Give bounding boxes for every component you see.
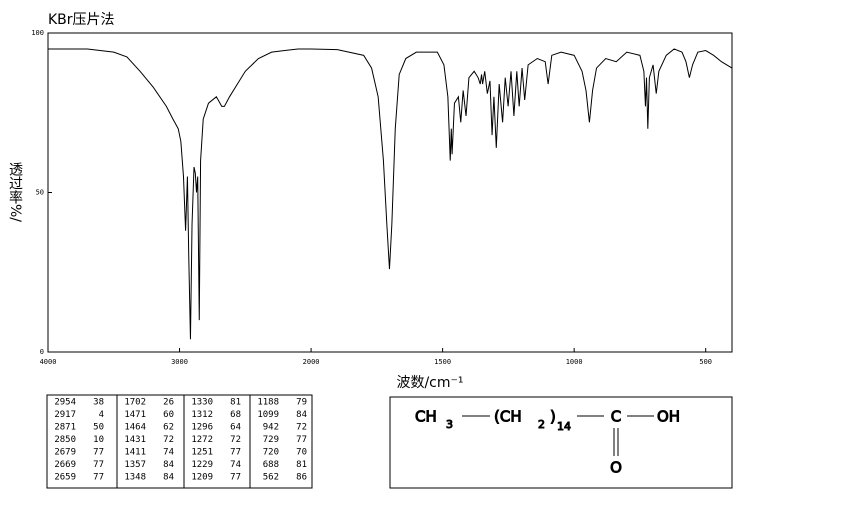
- table-wavenumber: 1431: [124, 435, 146, 445]
- spectrum-line: [48, 48, 733, 340]
- x-tick-label: 500: [699, 358, 712, 366]
- table-wavenumber: 2850: [54, 435, 76, 445]
- structure-text: (CH: [494, 408, 522, 426]
- x-tick-label: 2000: [303, 358, 320, 366]
- table-wavenumber: 1251: [191, 448, 213, 458]
- table-transmittance: 74: [163, 448, 174, 458]
- table-transmittance: 72: [163, 435, 174, 445]
- plot-frame: [47, 32, 733, 353]
- structure: CH 3 (CH 2 ) 14 C OH O: [415, 407, 681, 477]
- table-transmittance: 77: [93, 448, 104, 458]
- structure-text: 2: [538, 418, 545, 431]
- table-transmittance: 84: [163, 473, 174, 483]
- table-transmittance: 50: [93, 423, 104, 433]
- x-tick-label: 3000: [171, 358, 188, 366]
- table-transmittance: 60: [163, 410, 174, 420]
- table-wavenumber: 2871: [54, 423, 76, 433]
- table-wavenumber: 2954: [54, 398, 76, 408]
- table-wavenumber: 1411: [124, 448, 146, 458]
- table-wavenumber: 1272: [191, 435, 213, 445]
- structure-text: OH: [657, 408, 680, 426]
- structure-text: C: [611, 408, 621, 426]
- table-transmittance: 64: [230, 423, 241, 433]
- table-transmittance: 77: [93, 473, 104, 483]
- table-transmittance: 86: [296, 473, 307, 483]
- x-tick-label: 4000: [40, 358, 57, 366]
- table-wavenumber: 562: [263, 473, 279, 483]
- table-transmittance: 77: [296, 435, 307, 445]
- table-transmittance: 84: [296, 410, 307, 420]
- table-transmittance: 77: [230, 473, 241, 483]
- y-tick-label: 0: [40, 348, 44, 356]
- structure-text: O: [610, 459, 622, 477]
- structure-text: 14: [557, 420, 571, 433]
- table-transmittance: 84: [163, 460, 174, 470]
- peak-table-frame: [46, 394, 313, 489]
- table-wavenumber: 729: [263, 435, 279, 445]
- table-wavenumber: 1099: [257, 410, 279, 420]
- table-transmittance: 81: [296, 460, 307, 470]
- structure-text: 3: [446, 418, 453, 431]
- table-transmittance: 79: [296, 398, 307, 408]
- table-wavenumber: 2659: [54, 473, 76, 483]
- table-wavenumber: 2669: [54, 460, 76, 470]
- table-wavenumber: 1357: [124, 460, 146, 470]
- table-transmittance: 72: [230, 435, 241, 445]
- table-transmittance: 4: [99, 410, 104, 420]
- table-wavenumber: 1229: [191, 460, 213, 470]
- table-wavenumber: 1330: [191, 398, 213, 408]
- table-transmittance: 77: [93, 460, 104, 470]
- table-transmittance: 74: [230, 460, 241, 470]
- x-tick-label: 1500: [434, 358, 451, 366]
- table-wavenumber: 1296: [191, 423, 213, 433]
- table-wavenumber: 688: [263, 460, 279, 470]
- table-transmittance: 26: [163, 398, 174, 408]
- y-tick-label: 50: [36, 189, 44, 197]
- table-wavenumber: 1209: [191, 473, 213, 483]
- x-axis-label: 波数/cm⁻¹: [396, 375, 463, 391]
- structure-text: CH: [415, 408, 437, 426]
- y-tick-label: 100: [31, 29, 44, 37]
- table-wavenumber: 1348: [124, 473, 146, 483]
- table-transmittance: 70: [296, 448, 307, 458]
- x-tick-label: 1000: [566, 358, 583, 366]
- y-axis-label: 透过率%/: [7, 162, 23, 223]
- table-wavenumber: 1471: [124, 410, 146, 420]
- table-transmittance: 62: [163, 423, 174, 433]
- table-transmittance: 10: [93, 435, 104, 445]
- table-wavenumber: 2679: [54, 448, 76, 458]
- table-transmittance: 38: [93, 398, 104, 408]
- table-wavenumber: 1312: [191, 410, 213, 420]
- table-wavenumber: 720: [263, 448, 279, 458]
- table-wavenumber: 1702: [124, 398, 146, 408]
- table-transmittance: 68: [230, 410, 241, 420]
- table-wavenumber: 1464: [124, 423, 146, 433]
- table-wavenumber: 2917: [54, 410, 76, 420]
- structure-frame: [389, 396, 733, 489]
- table-transmittance: 77: [230, 448, 241, 458]
- table-transmittance: 72: [296, 423, 307, 433]
- table-wavenumber: 1188: [257, 398, 279, 408]
- table-wavenumber: 942: [263, 423, 279, 433]
- structure-text: ): [550, 408, 556, 426]
- table-transmittance: 81: [230, 398, 241, 408]
- chart-title: KBr压片法: [48, 12, 115, 28]
